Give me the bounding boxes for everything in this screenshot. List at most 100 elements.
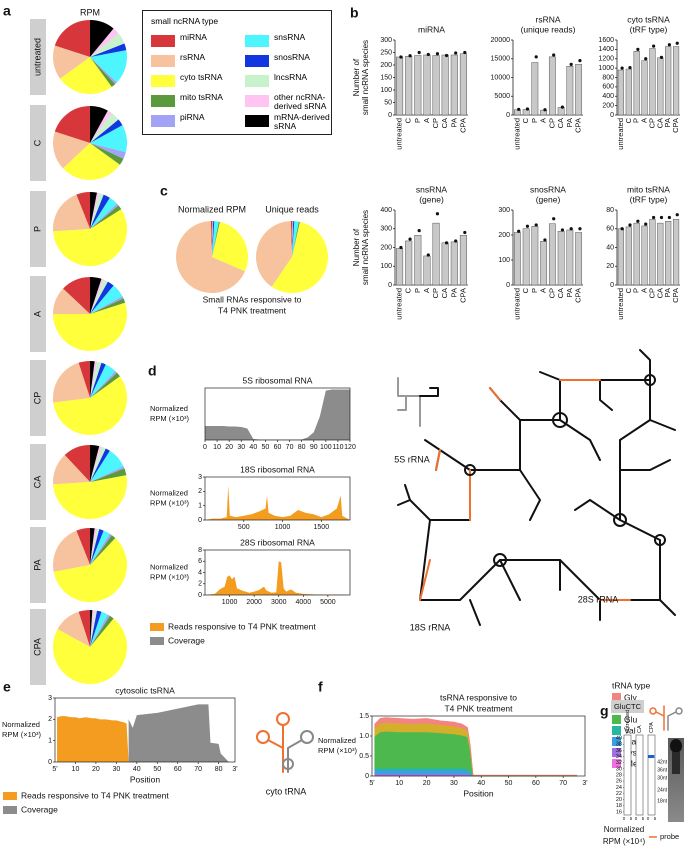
bar — [557, 107, 565, 116]
x-axis-label: RPM (×10⁴) — [603, 837, 646, 846]
x-tick-label: P — [413, 118, 422, 123]
x-tick-label: 40 — [477, 780, 485, 787]
y-tick-label: 24 — [616, 785, 622, 791]
x-tick-label: 70 — [194, 766, 202, 773]
pie-slice — [90, 615, 114, 647]
legend-swatch — [612, 693, 621, 702]
pie-slice — [63, 143, 120, 180]
pie-slice — [90, 361, 95, 398]
pie-slice — [292, 221, 295, 257]
pie-slice — [90, 28, 119, 57]
x-tick-label: 80 — [215, 766, 223, 773]
legend-item: rsRNA — [151, 53, 243, 71]
diagram-label: 18S rRNA — [410, 622, 451, 632]
pie-slice — [90, 110, 112, 143]
y-tick-label: 40 — [616, 736, 622, 742]
trna-icon — [649, 705, 683, 731]
pie-slice — [52, 530, 90, 572]
legend-swatch — [245, 35, 269, 47]
y-tick-label: 10000 — [491, 74, 511, 81]
replicate-dot — [652, 215, 656, 220]
bar — [617, 228, 625, 286]
legend-item: miRNA — [151, 33, 243, 51]
lane — [623, 734, 632, 816]
pie-slice — [90, 192, 100, 229]
legend-item: lncsRNA — [245, 73, 337, 91]
pie-slice — [90, 43, 127, 57]
x-tick-label: C — [624, 117, 633, 123]
y-tick-label: 38 — [616, 742, 622, 748]
legend-text: Coverage — [21, 804, 58, 814]
legend-item: other ncRNA-derived sRNA — [245, 93, 337, 111]
y-tick-label: 400 — [602, 93, 614, 100]
chart-title: 28S ribosomal RNA — [240, 537, 315, 547]
stacked-area — [374, 717, 577, 776]
title-box — [611, 700, 644, 713]
bar — [459, 235, 467, 286]
pie-slice — [292, 221, 300, 257]
legend-swatch — [151, 115, 175, 127]
bar — [441, 54, 449, 116]
pie-slice — [90, 364, 116, 398]
replicate-dot — [675, 41, 679, 45]
chart-title: (tRF type) — [630, 24, 668, 34]
replicate-dot — [517, 229, 521, 233]
x-end-label: 3' — [582, 780, 587, 787]
chart-title: tsRNA responsive to — [440, 692, 517, 702]
pie-slice — [175, 221, 246, 293]
lane-label: CA — [637, 725, 643, 733]
blot-image — [668, 738, 684, 822]
y-tick-label: 1 — [198, 503, 202, 510]
y-tick-label: 1.0 — [359, 733, 369, 740]
pie-slice — [90, 466, 125, 482]
x-tick-label: 120 — [344, 444, 356, 451]
bar — [432, 222, 440, 286]
chart-title: (tRF type) — [630, 194, 668, 204]
x-tick-label: CA — [655, 288, 664, 298]
replicate-dot — [525, 224, 530, 228]
pie-slice — [90, 448, 110, 482]
y-tick-label: 300 — [380, 37, 392, 44]
row-label: A — [32, 311, 42, 317]
y-tick-label: 36 — [616, 748, 622, 754]
y-axis-label: RPM (×10³) — [150, 572, 189, 581]
replicate-dot — [463, 230, 467, 235]
y-axis-label: Normalized — [2, 720, 40, 729]
x-tick-label: CA — [440, 118, 449, 128]
probe-label: probe — [660, 832, 679, 841]
diagram-label: 28S rRNA — [578, 594, 619, 604]
y-tick-label: 26 — [616, 779, 622, 785]
pie-slice — [212, 221, 248, 272]
legend-text: miRNA — [180, 32, 207, 42]
replicate-dot — [399, 245, 403, 250]
replicate-dot — [628, 66, 632, 70]
x-tick-label: PA — [449, 288, 458, 297]
bar — [566, 229, 574, 286]
x-axis-label: Position — [463, 788, 494, 798]
row-label-box — [30, 444, 46, 520]
legend-text: mito tsRNA — [180, 92, 223, 102]
x-tick-label: P — [632, 288, 641, 293]
pie-slice — [292, 221, 299, 257]
pie-slice — [90, 57, 116, 87]
pie-slice — [90, 528, 97, 565]
pie-slice — [271, 221, 328, 293]
x-tick-label: 500 — [238, 524, 250, 531]
diagram-label: cyto tRNA — [266, 786, 307, 796]
replicate-dot — [620, 66, 624, 70]
legend-item: piRNA — [151, 113, 243, 131]
bar — [540, 241, 548, 286]
pie-slice — [90, 197, 117, 229]
panel-label: b — [350, 5, 359, 21]
pie-slice — [90, 446, 102, 482]
pie-slice — [90, 50, 127, 83]
y-tick-label: 2 — [198, 488, 202, 495]
pie-slice — [90, 125, 127, 153]
lane — [647, 734, 656, 816]
legend-swatch — [245, 75, 269, 87]
y-axis-label: Normalized — [150, 488, 188, 497]
x-end-label: 3' — [232, 766, 237, 773]
x-tick-label: CP — [647, 288, 656, 298]
y-axis-label: small ncRNA species — [361, 210, 370, 285]
